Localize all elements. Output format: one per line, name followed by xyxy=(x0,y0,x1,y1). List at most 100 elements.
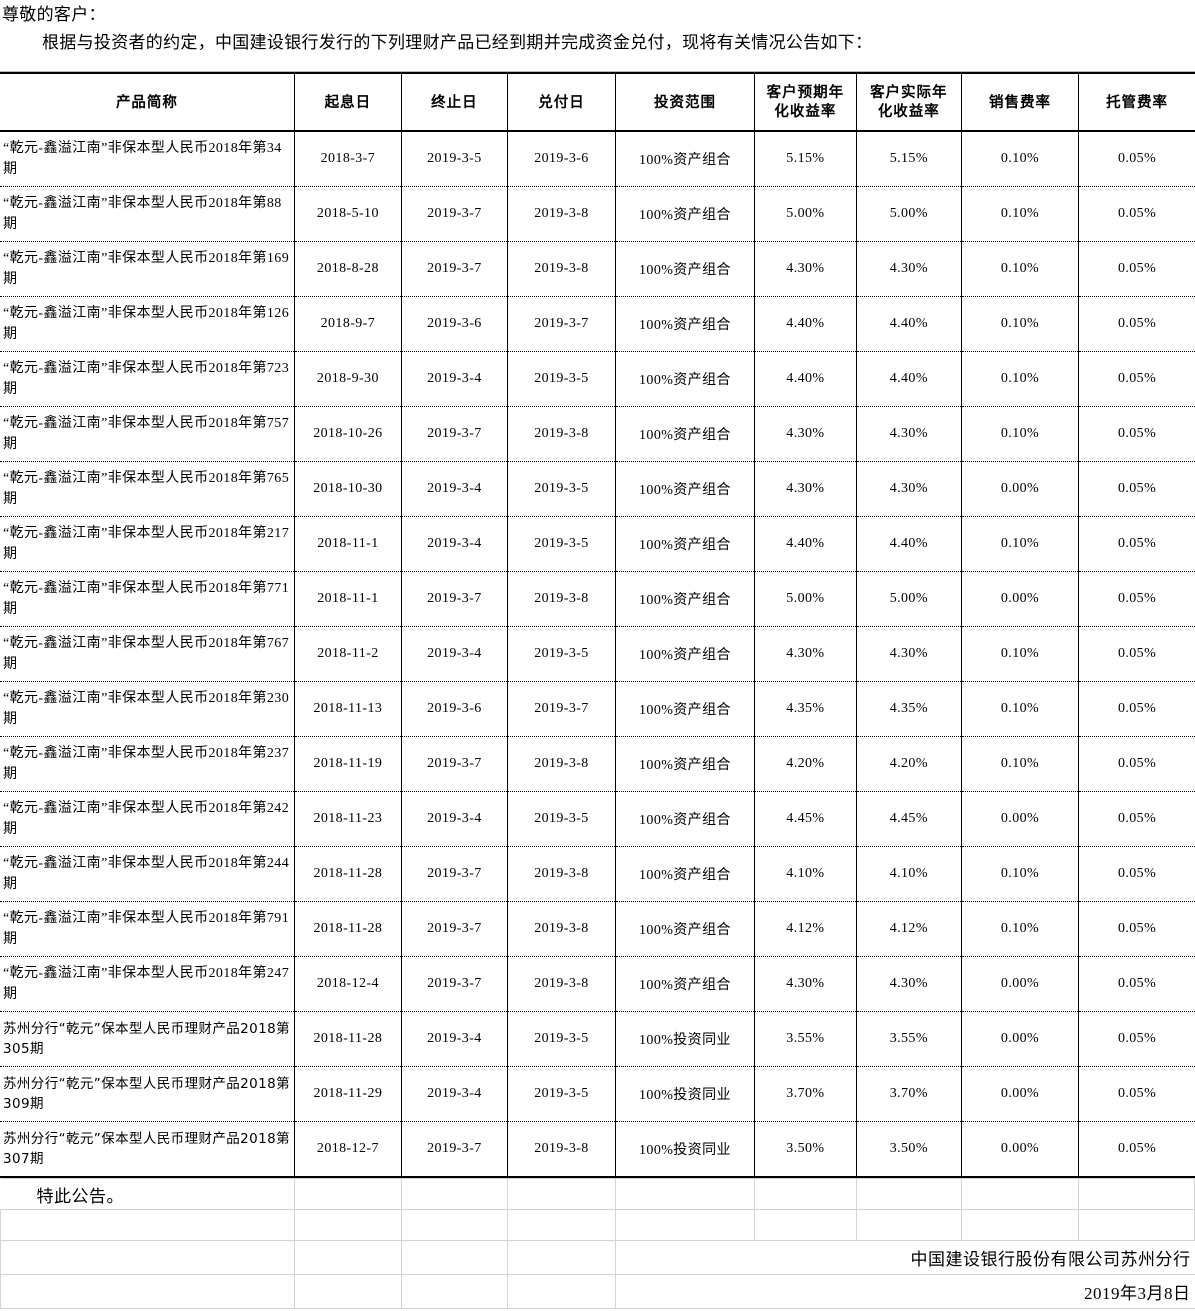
table-row: “乾元-鑫溢江南”非保本型人民币2018年第771期 2018-11-1 2019-… xyxy=(0,571,1195,627)
sales-fee-rate: 0.00% xyxy=(960,571,1080,627)
sales-fee-rate: 0.00% xyxy=(960,461,1080,517)
investment-scope: 100%资产组合 xyxy=(614,736,755,792)
footer-cell xyxy=(507,1178,616,1210)
footer-cell xyxy=(1077,1209,1195,1241)
investment-scope: 100%资产组合 xyxy=(614,846,755,902)
expected-annual-yield: 4.10% xyxy=(753,846,857,902)
payment-date: 2019-3-5 xyxy=(506,626,616,682)
table-row: “乾元-鑫溢江南”非保本型人民币2018年第244期 2018-11-28 2019… xyxy=(0,846,1195,902)
custody-fee-rate: 0.05% xyxy=(1078,846,1195,902)
table-row: “乾元-鑫溢江南”非保本型人民币2018年第242期 2018-11-23 2019… xyxy=(0,791,1195,847)
end-date: 2019-3-4 xyxy=(400,1011,508,1067)
investment-scope: 100%资产组合 xyxy=(614,571,755,627)
sales-fee-rate: 0.00% xyxy=(960,1011,1080,1067)
footer-cell xyxy=(294,1209,403,1241)
actual-annual-yield: 4.30% xyxy=(855,406,962,462)
column-header-line: 兑付日 xyxy=(538,93,585,111)
footer-cell xyxy=(0,1240,296,1275)
expected-annual-yield: 3.50% xyxy=(753,1121,857,1177)
footer-cell xyxy=(294,1240,403,1275)
end-date: 2019-3-4 xyxy=(400,516,508,572)
end-date: 2019-3-7 xyxy=(400,956,508,1012)
end-date: 2019-3-6 xyxy=(400,681,508,737)
product-name: “乾元-鑫溢江南”非保本型人民币2018年第767期 xyxy=(0,626,295,682)
payment-date: 2019-3-7 xyxy=(506,296,616,352)
actual-annual-yield: 3.70% xyxy=(855,1066,962,1122)
column-header: 销售费率 xyxy=(960,73,1080,132)
expected-annual-yield: 4.30% xyxy=(753,626,857,682)
product-name: “乾元-鑫溢江南”非保本型人民币2018年第771期 xyxy=(0,571,295,627)
payment-date: 2019-3-8 xyxy=(506,241,616,297)
expected-annual-yield: 4.35% xyxy=(753,681,857,737)
payment-date: 2019-3-5 xyxy=(506,461,616,517)
footer-cell xyxy=(1077,1178,1195,1210)
column-header: 终止日 xyxy=(400,73,508,132)
custody-fee-rate: 0.05% xyxy=(1078,901,1195,957)
start-date: 2018-11-28 xyxy=(293,846,402,902)
investment-scope: 100%资产组合 xyxy=(614,626,755,682)
footer-cell xyxy=(855,1178,962,1210)
start-date: 2018-11-28 xyxy=(293,901,402,957)
actual-annual-yield: 5.00% xyxy=(855,186,962,242)
column-header: 客户实际年 化收益率 xyxy=(855,73,962,132)
investment-scope: 100%投资同业 xyxy=(614,1011,755,1067)
sales-fee-rate: 0.10% xyxy=(960,901,1080,957)
sales-fee-rate: 0.10% xyxy=(960,241,1080,297)
table-row: “乾元-鑫溢江南”非保本型人民币2018年第723期 2018-9-30 2019-… xyxy=(0,351,1195,407)
product-name: “乾元-鑫溢江南”非保本型人民币2018年第244期 xyxy=(0,846,295,902)
custody-fee-rate: 0.05% xyxy=(1078,681,1195,737)
expected-annual-yield: 4.20% xyxy=(753,736,857,792)
footer-cell xyxy=(0,1274,296,1309)
sales-fee-rate: 0.00% xyxy=(960,1066,1080,1122)
end-date: 2019-3-4 xyxy=(400,1066,508,1122)
custody-fee-rate: 0.05% xyxy=(1078,186,1195,242)
footer-cell xyxy=(960,1178,1079,1210)
publish-date: 2019年3月8日 xyxy=(614,1274,1195,1309)
investment-scope: 100%资产组合 xyxy=(614,131,755,187)
column-header-line: 化收益率 xyxy=(877,103,940,120)
table-row: 苏州分行“乾元”保本型人民币理财产品2018第307期 2018-12-7 2019… xyxy=(0,1121,1195,1177)
custody-fee-rate: 0.05% xyxy=(1078,1011,1195,1067)
payment-date: 2019-3-8 xyxy=(506,406,616,462)
sales-fee-rate: 0.10% xyxy=(960,516,1080,572)
end-date: 2019-3-7 xyxy=(400,846,508,902)
salutation: 尊敬的客户： xyxy=(2,5,106,24)
footer-cell xyxy=(401,1240,508,1275)
expected-annual-yield: 3.55% xyxy=(753,1011,857,1067)
footer-cell xyxy=(507,1240,616,1275)
investment-scope: 100%资产组合 xyxy=(614,296,755,352)
end-date: 2019-3-7 xyxy=(400,241,508,297)
product-name: “乾元-鑫溢江南”非保本型人民币2018年第791期 xyxy=(0,901,295,957)
product-name: “乾元-鑫溢江南”非保本型人民币2018年第247期 xyxy=(0,956,295,1012)
column-header: 客户预期年 化收益率 xyxy=(753,73,857,132)
actual-annual-yield: 4.30% xyxy=(855,626,962,682)
expected-annual-yield: 4.30% xyxy=(753,461,857,517)
start-date: 2018-12-4 xyxy=(293,956,402,1012)
table-row: “乾元-鑫溢江南”非保本型人民币2018年第237期 2018-11-19 2019… xyxy=(0,736,1195,792)
table-row: “乾元-鑫溢江南”非保本型人民币2018年第765期 2018-10-30 2019… xyxy=(0,461,1195,517)
custody-fee-rate: 0.05% xyxy=(1078,406,1195,462)
start-date: 2018-10-30 xyxy=(293,461,402,517)
start-date: 2018-10-26 xyxy=(293,406,402,462)
expected-annual-yield: 5.15% xyxy=(753,131,857,187)
end-date: 2019-3-4 xyxy=(400,461,508,517)
table-row: “乾元-鑫溢江南”非保本型人民币2018年第757期 2018-10-26 2019… xyxy=(0,406,1195,462)
investment-scope: 100%资产组合 xyxy=(614,516,755,572)
column-header-line: 销售费率 xyxy=(988,93,1051,111)
custody-fee-rate: 0.05% xyxy=(1078,1121,1195,1177)
custody-fee-rate: 0.05% xyxy=(1078,131,1195,187)
sales-fee-rate: 0.00% xyxy=(960,1121,1080,1177)
payment-date: 2019-3-8 xyxy=(506,571,616,627)
sales-fee-rate: 0.10% xyxy=(960,186,1080,242)
start-date: 2018-11-28 xyxy=(293,1011,402,1067)
footer-cell xyxy=(294,1274,403,1309)
actual-annual-yield: 5.00% xyxy=(855,571,962,627)
investment-scope: 100%资产组合 xyxy=(614,901,755,957)
table-row: “乾元-鑫溢江南”非保本型人民币2018年第230期 2018-11-13 2019… xyxy=(0,681,1195,737)
payment-date: 2019-3-5 xyxy=(506,791,616,847)
actual-annual-yield: 5.15% xyxy=(855,131,962,187)
end-date: 2019-3-4 xyxy=(400,626,508,682)
table-row: 苏州分行“乾元”保本型人民币理财产品2018第309期 2018-11-29 201… xyxy=(0,1066,1195,1122)
footer-row-blank xyxy=(0,1209,1195,1241)
column-header-line: 投资范围 xyxy=(653,93,716,111)
